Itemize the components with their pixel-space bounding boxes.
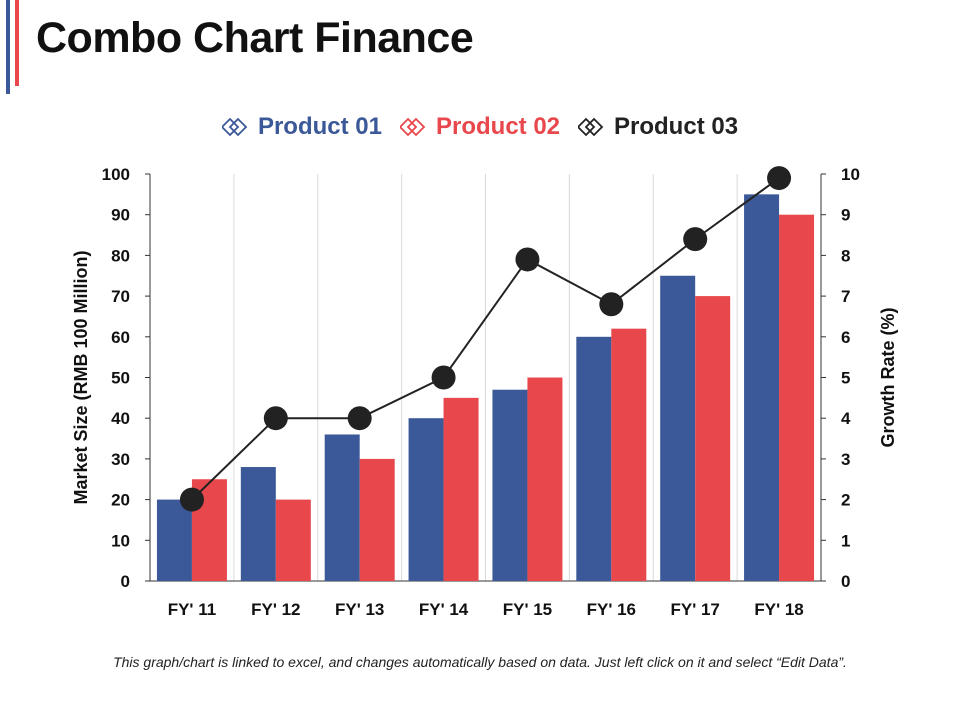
data-point	[263, 406, 288, 431]
accent-bar-red	[15, 0, 19, 86]
bar-product-01	[744, 194, 780, 581]
y2-axis-title: Growth Rate (%)	[878, 307, 898, 447]
bar-product-01	[492, 389, 528, 581]
bar-product-02	[695, 296, 731, 581]
diamond-icon	[221, 117, 248, 137]
y2-tick-label: 9	[841, 206, 850, 225]
y2-tick-label: 0	[841, 572, 850, 591]
bar-product-01	[660, 275, 696, 581]
footnote: This graph/chart is linked to excel, and…	[113, 654, 847, 670]
x-tick-label: FY' 12	[251, 600, 300, 619]
y-tick-label: 10	[111, 531, 130, 550]
y2-tick-label: 1	[841, 531, 850, 550]
y-tick-label: 40	[111, 409, 130, 428]
y-tick-label: 0	[121, 572, 130, 591]
y-tick-label: 90	[111, 206, 130, 225]
y2-tick-label: 2	[841, 491, 850, 510]
x-tick-label: FY' 16	[587, 600, 636, 619]
y2-tick-label: 3	[841, 450, 850, 469]
y-axis-title: Market Size (RMB 100 Million)	[71, 250, 91, 504]
bar-product-01	[576, 336, 612, 581]
x-tick-label: FY' 14	[419, 600, 469, 619]
data-point	[683, 227, 708, 252]
data-point	[431, 365, 456, 390]
y2-tick-label: 5	[841, 369, 850, 388]
bar-product-01	[156, 499, 192, 581]
bar-product-02	[779, 214, 815, 581]
bar-product-02	[359, 458, 395, 581]
y-tick-label: 30	[111, 450, 130, 469]
y2-tick-label: 7	[841, 287, 850, 306]
x-tick-label: FY' 15	[503, 600, 552, 619]
series-line-product-03	[191, 177, 780, 501]
y-tick-label: 20	[111, 491, 130, 510]
page-title: Combo Chart Finance	[36, 14, 474, 62]
y-tick-label: 50	[111, 369, 130, 388]
chart-legend: Product 01 Product 02 Product 03	[0, 113, 960, 141]
data-point	[515, 247, 540, 272]
y2-tick-label: 10	[841, 165, 860, 184]
diamond-icon	[578, 117, 604, 137]
data-point	[347, 406, 372, 431]
y-tick-label: 70	[111, 287, 130, 306]
x-tick-label: FY' 17	[670, 600, 719, 619]
diamond-icon	[399, 117, 426, 137]
x-tick-label: FY' 18	[754, 600, 803, 619]
bar-product-01	[408, 418, 444, 581]
data-point	[179, 487, 204, 512]
bar-product-02	[611, 328, 647, 581]
y-tick-label: 100	[102, 165, 130, 184]
accent-bar-blue	[6, 0, 10, 94]
bar-product-02	[275, 499, 311, 581]
y2-tick-label: 4	[841, 409, 851, 428]
y2-tick-label: 8	[841, 246, 850, 265]
bar-product-02	[527, 377, 563, 581]
data-point	[599, 292, 624, 317]
bar-product-02	[443, 397, 479, 581]
legend-label-product-02: Product 02	[435, 113, 561, 140]
bar-product-01	[324, 434, 360, 581]
legend-item-product-01[interactable]: Product 01	[221, 113, 382, 141]
legend-label-product-01: Product 01	[257, 113, 382, 140]
x-tick-label: FY' 11	[168, 600, 216, 619]
data-point	[767, 166, 792, 191]
y-tick-label: 80	[111, 246, 130, 265]
legend-label-product-03: Product 03	[614, 113, 739, 140]
y2-tick-label: 6	[841, 328, 850, 347]
y-tick-label: 60	[111, 328, 130, 347]
legend-item-product-02[interactable]: Product 02	[399, 113, 561, 141]
x-tick-label: FY' 13	[335, 600, 384, 619]
bar-product-01	[240, 467, 276, 581]
legend-item-product-03[interactable]: Product 03	[578, 113, 738, 141]
